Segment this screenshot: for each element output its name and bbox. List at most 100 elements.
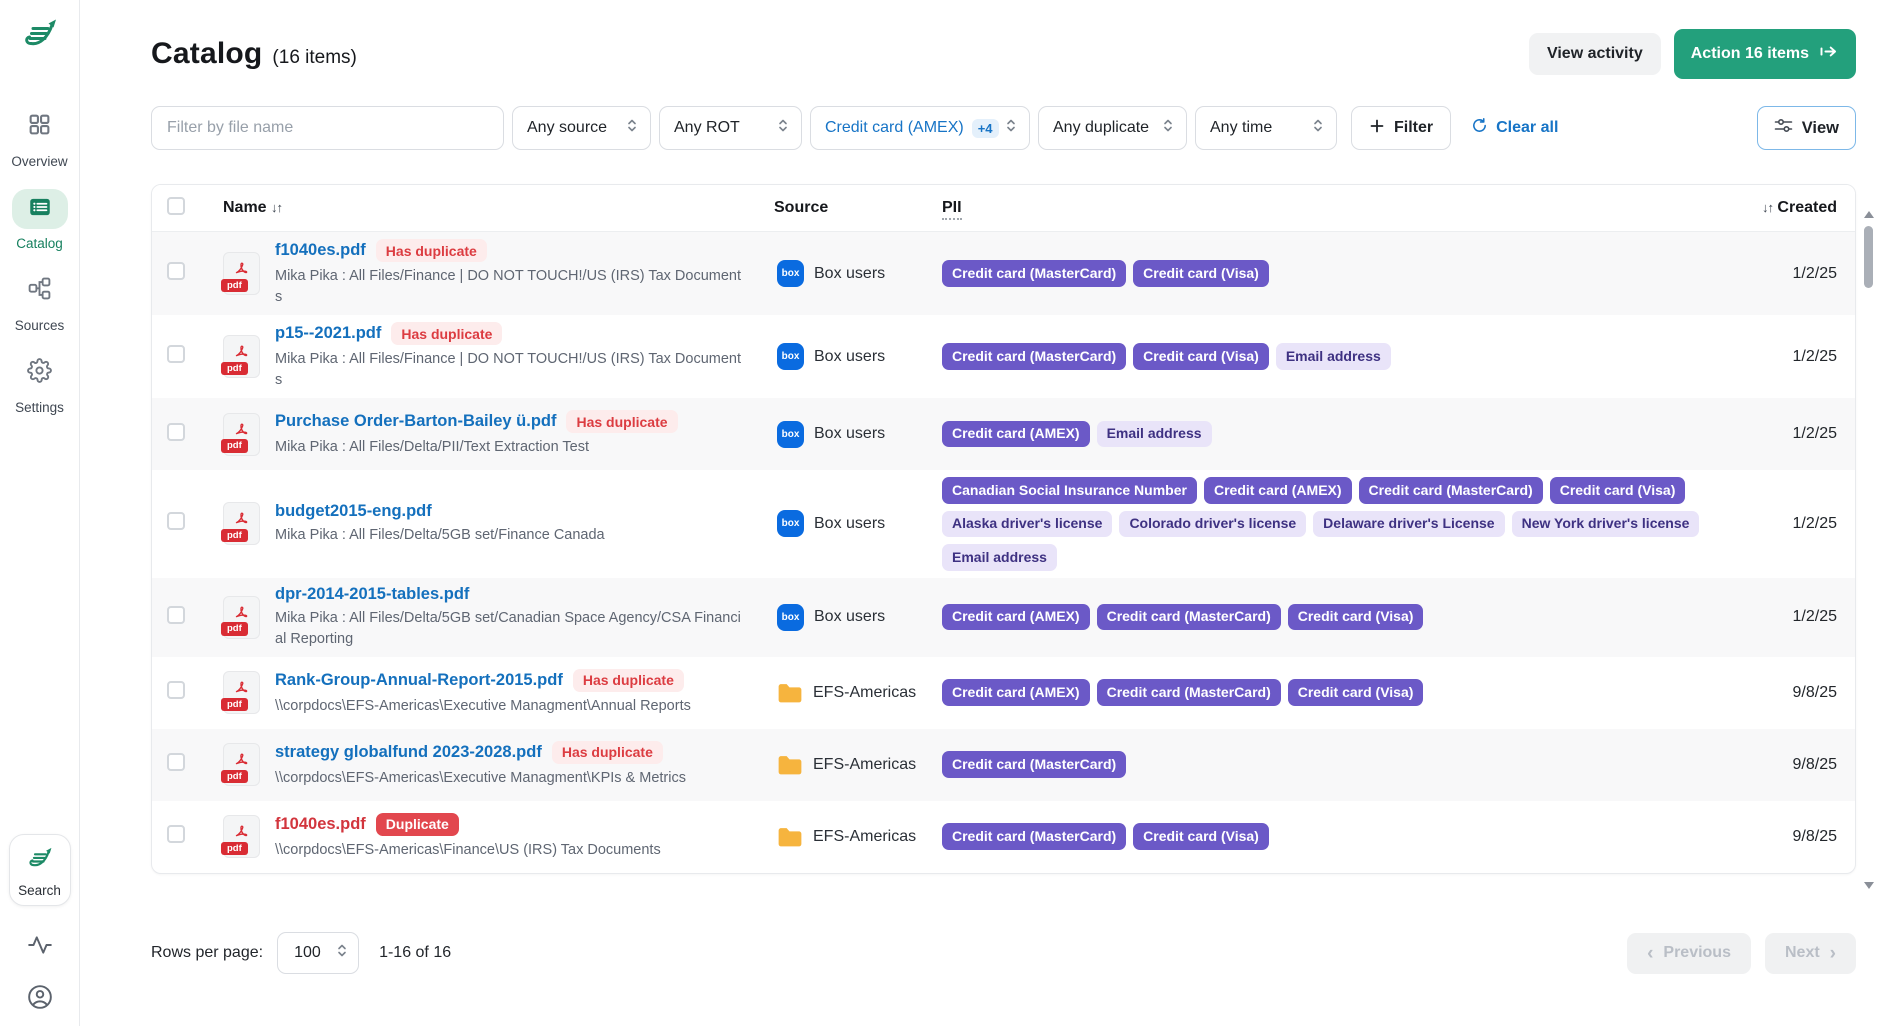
view-activity-button[interactable]: View activity (1528, 33, 1661, 75)
sort-icon[interactable]: ↓↑ (271, 200, 283, 215)
pii-chip: Credit card (AMEX) (942, 679, 1090, 706)
pii-chip: Credit card (Visa) (1287, 679, 1424, 706)
pagination-range: 1-16 of 16 (379, 944, 452, 961)
pdf-badge: pdf (221, 697, 248, 712)
file-name-link[interactable]: f1040es.pdf (275, 241, 366, 259)
add-filter-button[interactable]: Filter (1351, 106, 1452, 150)
catalog-table: Name ↓↑ Source PII ↓↑ Created pdf (151, 184, 1856, 874)
scroll-up-arrow[interactable] (1863, 211, 1874, 218)
file-path: \\corpdocs\EFS-Americas\Finance\US (IRS)… (275, 841, 661, 858)
created-date: 1/2/25 (1792, 264, 1837, 282)
time-filter-select[interactable]: Any time (1195, 106, 1337, 150)
pii-chip: Credit card (MasterCard) (942, 260, 1127, 287)
page-title: Catalog (151, 37, 263, 70)
table-row: pdf p15--2021.pdf Has duplicate Mika Pik… (152, 315, 1855, 398)
pdf-badge: pdf (221, 528, 248, 543)
rot-filter-select[interactable]: Any ROT (659, 106, 802, 150)
sidebar: Overview Catalog (0, 0, 80, 1026)
source-label: Box users (814, 425, 886, 443)
pii-tags: Credit card (AMEX) Email address (942, 420, 1717, 448)
table-row: pdf Rank-Group-Annual-Report-2015.pdf Ha… (152, 657, 1855, 729)
table-row: pdf strategy globalfund 2023-2028.pdf Ha… (152, 728, 1855, 801)
source-filter-select[interactable]: Any source (512, 106, 651, 150)
table-row: pdf Purchase Order-Barton-Bailey ü.pdf H… (152, 398, 1855, 471)
row-checkbox[interactable] (167, 605, 185, 624)
pii-chip: Credit card (Visa) (1549, 477, 1686, 504)
pii-filter-select[interactable]: Credit card (AMEX) +4 (810, 106, 1030, 150)
column-header-created[interactable]: ↓↑ Created (1761, 199, 1837, 216)
filename-filter-input[interactable] (151, 106, 504, 150)
row-checkbox[interactable] (167, 753, 185, 772)
file-name-link[interactable]: strategy globalfund 2023-2028.pdf (275, 742, 542, 761)
pii-chip: Canadian Social Insurance Number (942, 477, 1197, 504)
search-button[interactable]: Search (8, 834, 71, 906)
file-name-link[interactable]: p15--2021.pdf (275, 324, 382, 343)
pii-tags: Credit card (AMEX) Credit card (MasterCar… (942, 603, 1717, 631)
chevron-up-down-icon (626, 117, 638, 139)
created-date: 1/2/25 (1792, 347, 1837, 365)
chevron-left-icon: ‹ (1647, 942, 1654, 964)
row-checkbox[interactable] (167, 345, 185, 364)
pii-chip: Credit card (AMEX) (1203, 477, 1352, 504)
view-options-button[interactable]: View (1756, 106, 1856, 150)
row-checkbox[interactable] (167, 262, 185, 281)
chevron-up-down-icon (1162, 117, 1174, 139)
file-name-link[interactable]: f1040es.pdf (275, 814, 366, 833)
row-checkbox[interactable] (167, 825, 185, 844)
created-date: 1/2/25 (1792, 514, 1837, 532)
activity-icon[interactable] (27, 932, 53, 958)
pii-chip: Credit card (MasterCard) (942, 751, 1127, 778)
sidebar-item-sources[interactable]: Sources (12, 271, 68, 333)
pdf-file-icon: pdf (221, 743, 260, 787)
scrollbar-thumb[interactable] (1864, 226, 1873, 288)
table-row: pdf p15--2021.pdf Duplicate \\corpdocs\E… (152, 872, 1855, 873)
select-all-checkbox[interactable] (167, 196, 185, 215)
duplicate-filter-select[interactable]: Any duplicate (1038, 106, 1187, 150)
next-page-button[interactable]: Next › (1764, 932, 1856, 974)
gear-icon (27, 358, 52, 388)
pdf-badge: pdf (221, 278, 248, 293)
user-account-icon[interactable] (27, 984, 53, 1010)
file-name-link[interactable]: Purchase Order-Barton-Bailey ü.pdf (275, 412, 557, 431)
row-checkbox[interactable] (167, 681, 185, 700)
vertical-scrollbar[interactable] (1862, 205, 1875, 895)
duplicate-badge: Has duplicate (572, 668, 684, 692)
pii-chip: Credit card (Visa) (1133, 260, 1269, 287)
filter-bar: Any source Any ROT Credit card (AMEX) +4… (151, 106, 1856, 150)
pii-tags: Canadian Social Insurance Number Credit c… (942, 477, 1717, 571)
box-source-icon: box (777, 603, 804, 631)
item-count: (16 items) (272, 47, 357, 68)
network-icon (27, 276, 52, 306)
sidebar-item-catalog[interactable]: Catalog (11, 189, 68, 251)
created-date: 9/8/25 (1792, 755, 1837, 773)
pdf-badge: pdf (221, 622, 248, 636)
clear-all-link[interactable]: Clear all (1471, 117, 1558, 139)
box-source-icon: box (777, 510, 804, 538)
file-name-link[interactable]: budget2015-eng.pdf (275, 501, 432, 520)
duplicate-badge: Has duplicate (375, 239, 487, 262)
duplicate-badge: Has duplicate (551, 740, 663, 764)
folder-source-icon (777, 826, 803, 848)
scroll-down-arrow[interactable] (1863, 882, 1874, 889)
rows-per-page-select[interactable]: 100 (277, 932, 360, 974)
previous-page-button[interactable]: ‹ Previous (1627, 932, 1751, 974)
column-header-name[interactable]: Name ↓↑ (223, 199, 283, 216)
sort-icon[interactable]: ↓↑ (1761, 200, 1774, 215)
app-logo-icon[interactable] (19, 14, 61, 61)
row-checkbox[interactable] (167, 512, 185, 531)
file-name-link[interactable]: dpr-2014-2015-tables.pdf (275, 584, 470, 603)
sliders-icon (1774, 118, 1793, 138)
source-label: Box users (814, 347, 886, 365)
file-path: \\corpdocs\EFS-Americas\Executive Managm… (275, 697, 691, 714)
list-icon (27, 194, 53, 225)
file-name-link[interactable]: Rank-Group-Annual-Report-2015.pdf (275, 670, 563, 689)
table-row: pdf budget2015-eng.pdf Mika Pika : All F… (152, 470, 1855, 578)
sidebar-item-settings[interactable]: Settings (12, 353, 68, 415)
column-header-pii[interactable]: PII (942, 199, 1717, 220)
pii-chip: Email address (1096, 420, 1212, 448)
source-label: Box users (814, 514, 886, 532)
sidebar-item-label: Catalog (16, 236, 63, 251)
sidebar-item-overview[interactable]: Overview (11, 107, 68, 169)
row-checkbox[interactable] (167, 422, 185, 441)
action-items-button[interactable]: Action 16 items (1673, 29, 1856, 79)
